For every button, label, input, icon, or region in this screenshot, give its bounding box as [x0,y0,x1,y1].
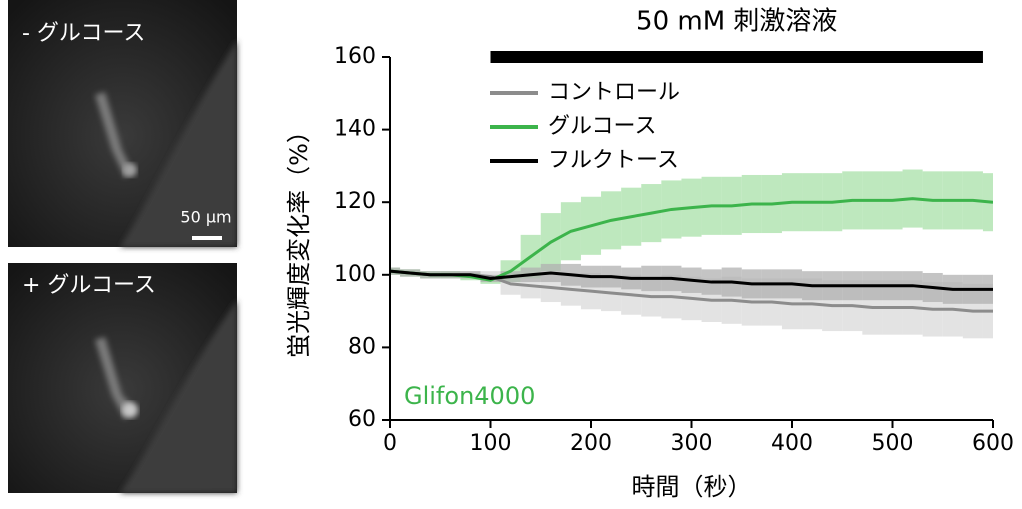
x-axis-label: 時間（秒） [632,473,752,501]
chart-title: 50 mM 刺激溶液 [636,7,837,37]
y-tick-label: 60 [348,407,376,432]
x-tick-label: 0 [383,431,397,456]
x-tick-label: 200 [570,431,612,456]
image-panel: - グルコース 50 μm [8,0,237,247]
y-axis-label: 蛍光輝度変化率（%） [285,119,313,358]
series-line [390,269,993,291]
x-tick-label: 100 [470,431,512,456]
x-tick-label: 400 [771,431,813,456]
series-line [390,269,993,313]
legend-label: コントロール [548,80,680,105]
y-tick-label: 160 [334,44,376,69]
y-tick-label: 140 [334,117,376,142]
y-tick-label: 100 [334,262,376,287]
legend-label: フルクトース [548,148,679,173]
y-tick-label: 120 [334,189,376,214]
y-tick-label: 80 [348,334,376,359]
scale-bar-label: 50 μm [180,208,231,227]
image-label: + グルコース [22,273,156,298]
x-tick-label: 500 [872,431,914,456]
x-tick-label: 600 [972,431,1014,456]
annotation: Glifon4000 [404,382,535,410]
legend-label: グルコース [548,114,656,139]
chart: 50 mM 刺激溶液 60 80 100 120 140 160 0 100 200 300 400 5… [285,7,1014,502]
image-label: - グルコース [22,21,145,46]
series-line [390,197,993,282]
image-panel: + グルコース [8,263,237,493]
x-tick-label: 300 [671,431,713,456]
plot-area [390,169,993,339]
stimulus-bar [490,51,983,63]
